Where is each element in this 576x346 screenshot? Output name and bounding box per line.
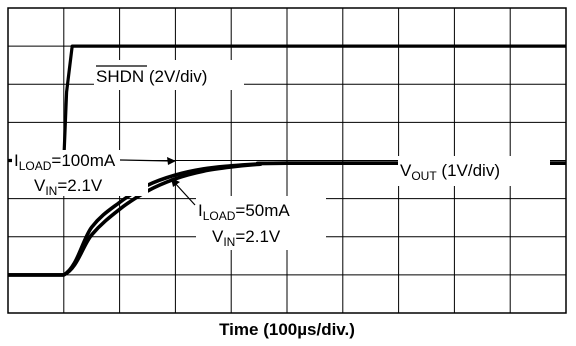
svg-text:VIN=2.1V: VIN=2.1V <box>212 227 281 249</box>
load-100ma-i-sub: LOAD <box>19 159 52 173</box>
svg-text:VIN=2.1V: VIN=2.1V <box>34 176 103 198</box>
load-50ma-v-main: V <box>212 227 224 246</box>
shdn-label-rest: (2V/div) <box>144 67 207 86</box>
load-100ma-arrow <box>119 159 173 162</box>
vout-label-rest: (1V/div) <box>437 161 500 180</box>
load-100ma-arrowhead <box>167 157 176 165</box>
vout-label-sub: OUT <box>411 169 437 183</box>
load-50ma-i-sub: LOAD <box>203 209 236 223</box>
load-50ma-annotation: ILOAD=50mA VIN=2.1V <box>171 178 326 250</box>
load-50ma-v-sub: IN <box>223 235 235 249</box>
vout-label-main: V <box>400 161 412 180</box>
load-100ma-annotation: ILOAD=100mA VIN=2.1V <box>12 150 176 198</box>
load-100ma-i-main: I <box>14 151 19 170</box>
vout-50ma-trace <box>8 161 566 277</box>
load-100ma-i-rest: =100mA <box>51 151 115 170</box>
svg-text:ILOAD=100mA: ILOAD=100mA <box>14 151 116 173</box>
load-100ma-v-sub: IN <box>45 184 57 198</box>
load-50ma-i-main: I <box>198 201 203 220</box>
svg-text:SHDN (2V/div): SHDN (2V/div) <box>96 67 207 86</box>
load-50ma-arrowhead <box>171 178 180 187</box>
svg-text:ILOAD=50mA: ILOAD=50mA <box>198 201 290 223</box>
load-50ma-i-rest: =50mA <box>235 201 290 220</box>
load-100ma-v-main: V <box>34 176 46 195</box>
load-100ma-v-rest: =2.1V <box>57 176 103 195</box>
shdn-label-main: SHDN <box>96 67 144 86</box>
x-axis-label: Time (100µs/div.) <box>219 320 355 339</box>
shdn-label: SHDN (2V/div) <box>94 60 244 90</box>
load-50ma-arrow <box>173 181 196 206</box>
svg-text:VOUT (1V/div): VOUT (1V/div) <box>400 161 500 183</box>
load-50ma-v-rest: =2.1V <box>235 227 281 246</box>
vout-label: VOUT (1V/div) <box>398 156 550 186</box>
